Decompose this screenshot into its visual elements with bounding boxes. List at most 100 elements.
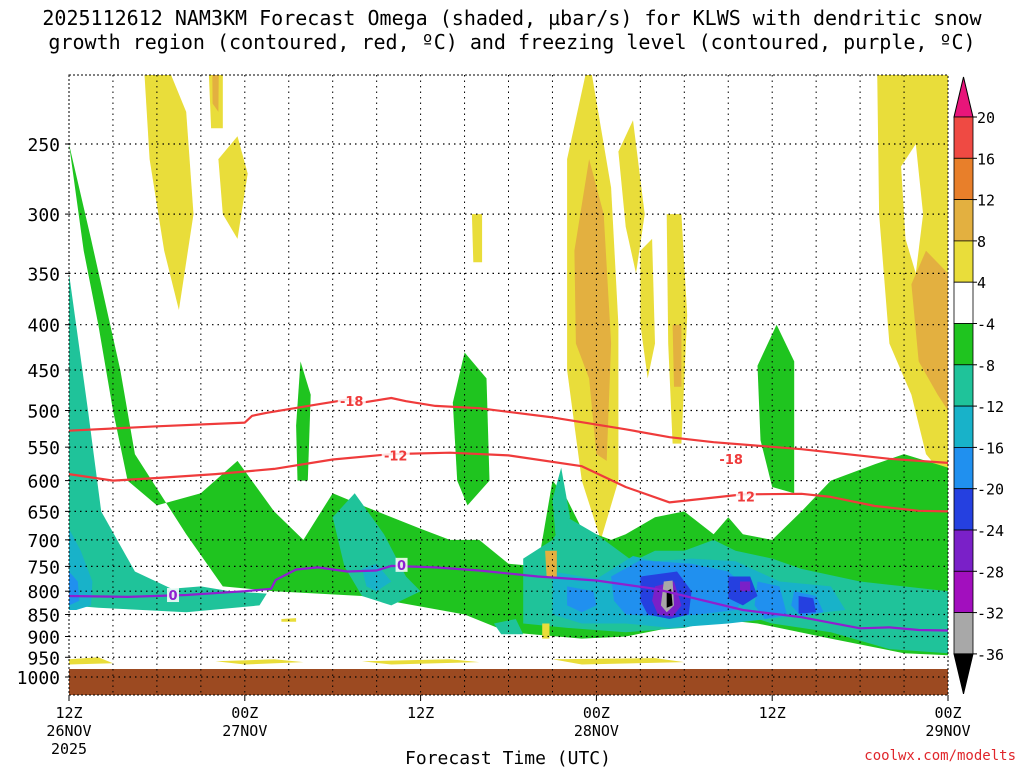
omega-region-orange xyxy=(574,159,612,461)
time-tick-label: 00Z xyxy=(934,704,961,722)
omega-region-yellow xyxy=(362,659,480,665)
contour-label: 0 xyxy=(397,559,406,574)
colorbar-bin xyxy=(953,405,974,448)
pressure-tick-label: 500 xyxy=(27,402,60,423)
colorbar-top-arrow xyxy=(953,76,974,118)
chart-title-line1: 2025112612 NAM3KM Forecast Omega (shaded… xyxy=(42,6,982,30)
pressure-tick-label: 600 xyxy=(27,472,60,493)
contour-label: 12 xyxy=(737,490,755,505)
dgz-bottom-contour xyxy=(69,451,948,513)
year-tick-label: 2025 xyxy=(51,740,87,758)
omega-region-yellow xyxy=(144,75,194,310)
colorbar-label: -4 xyxy=(977,316,995,334)
pressure-tick-label: 750 xyxy=(27,557,60,578)
date-tick-label: 26NOV xyxy=(46,722,91,740)
date-tick-label: 28NOV xyxy=(574,722,619,740)
contour-label: -12 xyxy=(384,449,408,464)
colorbar-bin xyxy=(953,281,974,324)
pressure-tick-label: 450 xyxy=(27,361,60,382)
colorbar-label: 16 xyxy=(977,150,995,168)
omega-region-green xyxy=(452,352,490,506)
omega-region-yellow xyxy=(69,657,113,665)
colorbar-label: -16 xyxy=(977,439,1004,457)
colorbar-bin xyxy=(953,157,974,201)
omega-region-green xyxy=(296,361,311,481)
contour-label-bg xyxy=(381,448,410,463)
x-axis-label: Forecast Time (UTC) xyxy=(405,748,611,768)
pressure-tick-label: 650 xyxy=(27,502,60,523)
colorbar-bin xyxy=(953,488,974,531)
pressure-tick-label: 250 xyxy=(27,135,60,156)
date-tick-label: 27NOV xyxy=(222,722,267,740)
colorbar-label: -20 xyxy=(977,481,1004,499)
contour-label-bg xyxy=(337,394,366,409)
omega-region-darkblue xyxy=(798,596,817,614)
omega-region-yellow xyxy=(618,120,645,274)
omega-region-blue xyxy=(567,586,597,613)
colorbar-bin xyxy=(953,446,974,490)
colorbar-label: -12 xyxy=(977,398,1004,416)
time-tick-label: 12Z xyxy=(407,704,434,722)
omega-region-yellow xyxy=(552,658,685,665)
omega-region-white xyxy=(901,144,924,274)
pressure-tick-label: 550 xyxy=(27,438,60,459)
colorbar-label: 8 xyxy=(977,233,986,251)
colorbar-label: -36 xyxy=(977,646,1004,664)
axis-layer: 2503003504004505005506006507007508008509… xyxy=(17,74,971,758)
contour-label-bg xyxy=(167,588,180,603)
freezing-level-contour xyxy=(69,564,948,632)
pressure-tick-label: 400 xyxy=(27,316,60,337)
contour-label-bg xyxy=(395,557,408,572)
omega-region-orange xyxy=(212,75,219,112)
colorbar-label: 4 xyxy=(977,274,986,292)
contour-label: -18 xyxy=(340,395,364,410)
contour-label: 0 xyxy=(168,589,177,604)
omega-region-red-yellow xyxy=(545,550,557,577)
pressure-tick-label: 800 xyxy=(27,582,60,603)
pressure-tick-label: 700 xyxy=(27,531,60,552)
chart-title-line2: growth region (contoured, red, ºC) and f… xyxy=(48,30,976,54)
pressure-tick-label: 1000 xyxy=(17,668,60,689)
plot-frame xyxy=(68,74,949,696)
omega-region-teal xyxy=(552,467,570,540)
colorbar-bin xyxy=(953,240,974,283)
omega-region-orange xyxy=(672,324,682,387)
omega-region-yellow xyxy=(471,214,483,263)
colorbar-bin xyxy=(953,116,974,159)
date-tick-label: 29NOV xyxy=(925,722,970,740)
pressure-tick-label: 900 xyxy=(27,627,60,648)
colorbar-label: -28 xyxy=(977,563,1004,581)
time-tick-label: 12Z xyxy=(55,704,82,722)
time-tick-label: 12Z xyxy=(759,704,786,722)
colorbar-bin xyxy=(953,364,974,407)
contour-layer: -18 -18 -12 12 0 0 xyxy=(69,394,948,632)
pressure-tick-label: 350 xyxy=(27,264,60,285)
omega-region-green xyxy=(757,324,795,494)
contour-label: -18 xyxy=(719,453,743,468)
colorbar-bin xyxy=(953,570,974,613)
omega-region-purple xyxy=(740,581,751,592)
omega-region-yellow xyxy=(215,659,304,665)
colorbar-bottom-arrow xyxy=(953,653,974,695)
ground-surface xyxy=(69,669,948,695)
pressure-tick-label: 850 xyxy=(27,606,60,627)
contour-label-bg xyxy=(735,489,756,504)
colorbar-bin xyxy=(953,323,974,366)
colorbar: 20 16 12 8 4 -4 -8 -12 -16 -20 -24 -28 -32 -36 xyxy=(953,76,1004,695)
time-tick-label: 00Z xyxy=(231,704,258,722)
colorbar-bin xyxy=(953,612,974,655)
pressure-tick-label: 300 xyxy=(27,205,60,226)
time-tick-label: 00Z xyxy=(583,704,610,722)
colorbar-label: -32 xyxy=(977,605,1004,623)
colorbar-label: 20 xyxy=(977,109,995,127)
dgz-top-contour xyxy=(69,396,948,464)
source-credit: coolwx.com/modelts xyxy=(864,748,1016,764)
omega-region-yellow xyxy=(640,238,655,379)
omega-region-yellow xyxy=(542,623,550,639)
contour-label-bg xyxy=(717,451,746,466)
pressure-tick-label: 950 xyxy=(27,648,60,669)
colorbar-bin xyxy=(953,529,974,572)
colorbar-label: 12 xyxy=(977,192,995,210)
omega-region-yellow xyxy=(218,136,248,239)
